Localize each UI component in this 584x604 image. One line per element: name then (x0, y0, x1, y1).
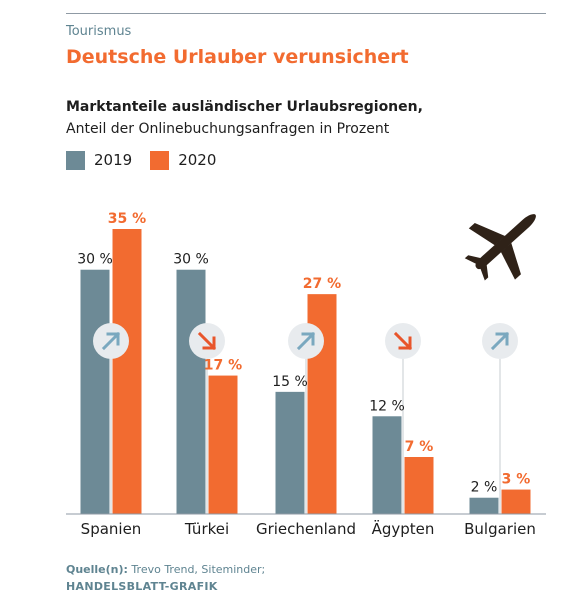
arrow-down-right-icon (189, 323, 225, 359)
x-tick-label: Türkei (184, 520, 229, 538)
chart-title: Marktanteile ausländischer Urlaubsregion… (66, 99, 423, 115)
trend-markers (93, 323, 518, 359)
top-divider (66, 13, 546, 14)
value-label-2020: 3 % (502, 472, 531, 488)
arrow-up-right-icon (93, 323, 129, 359)
bar-2019-spanien (80, 269, 110, 514)
value-label-2019: 30 % (173, 252, 209, 268)
legend: 2019 2020 (66, 150, 234, 170)
value-label-2020: 35 % (108, 211, 146, 227)
value-label-2020: 27 % (303, 276, 341, 292)
legend-item-2020: 2020 (150, 150, 217, 170)
bar-2020-bulgarien (501, 489, 531, 514)
bar-2019-bulgarien (469, 497, 499, 514)
value-label-2019: 2 % (471, 480, 498, 496)
value-label-2019: 12 % (369, 398, 405, 414)
arrow-down-right-icon (385, 323, 421, 359)
x-axis-labels: Spanien Türkei Griechenland Ägypten Bulgarie… (81, 519, 536, 538)
arrow-up-right-icon (482, 323, 518, 359)
source-text: Trevo Trend, Siteminder; (127, 563, 266, 576)
airplane-icon (464, 214, 536, 281)
x-tick-label: Griechenland (256, 520, 356, 538)
bar-2019-ägypten (372, 416, 402, 514)
source-label: Quelle(n): (66, 563, 128, 576)
legend-item-2019: 2019 (66, 150, 133, 170)
x-tick-label: Bulgarien (464, 520, 536, 538)
chart-guides (110, 359, 501, 514)
bar-2020-türkei (208, 375, 238, 514)
bar-2020-spanien (112, 229, 142, 514)
bar-2019-türkei (176, 269, 206, 514)
legend-label-2019: 2019 (94, 151, 133, 169)
page-title: Deutsche Urlauber verunsichert (66, 46, 409, 68)
credit-label: HANDELSBLATT-GRAFIK (66, 580, 218, 593)
x-tick-label: Spanien (81, 520, 142, 538)
legend-swatch-2020 (150, 150, 170, 170)
bar-2020-ägypten (404, 457, 434, 514)
chart-subtitle: Anteil der Onlinebuchungsanfragen in Pro… (66, 121, 390, 137)
value-label-2020: 7 % (405, 439, 434, 455)
arrow-up-right-icon (288, 323, 324, 359)
bar-2019-griechenland (275, 391, 305, 514)
legend-label-2020: 2020 (178, 151, 217, 169)
source-note: Quelle(n): Trevo Trend, Siteminder; (66, 563, 265, 576)
value-label-2019: 30 % (77, 252, 113, 268)
x-tick-label: Ägypten (372, 519, 435, 538)
section-label: Tourismus (66, 24, 132, 39)
legend-swatch-2019 (66, 150, 85, 170)
value-label-2020: 17 % (204, 358, 242, 374)
value-label-2019: 15 % (272, 374, 308, 390)
value-labels: 30 % 35 % 30 % 17 % 15 % 27 % 12 % 7 % 2 %3 % (77, 211, 530, 496)
